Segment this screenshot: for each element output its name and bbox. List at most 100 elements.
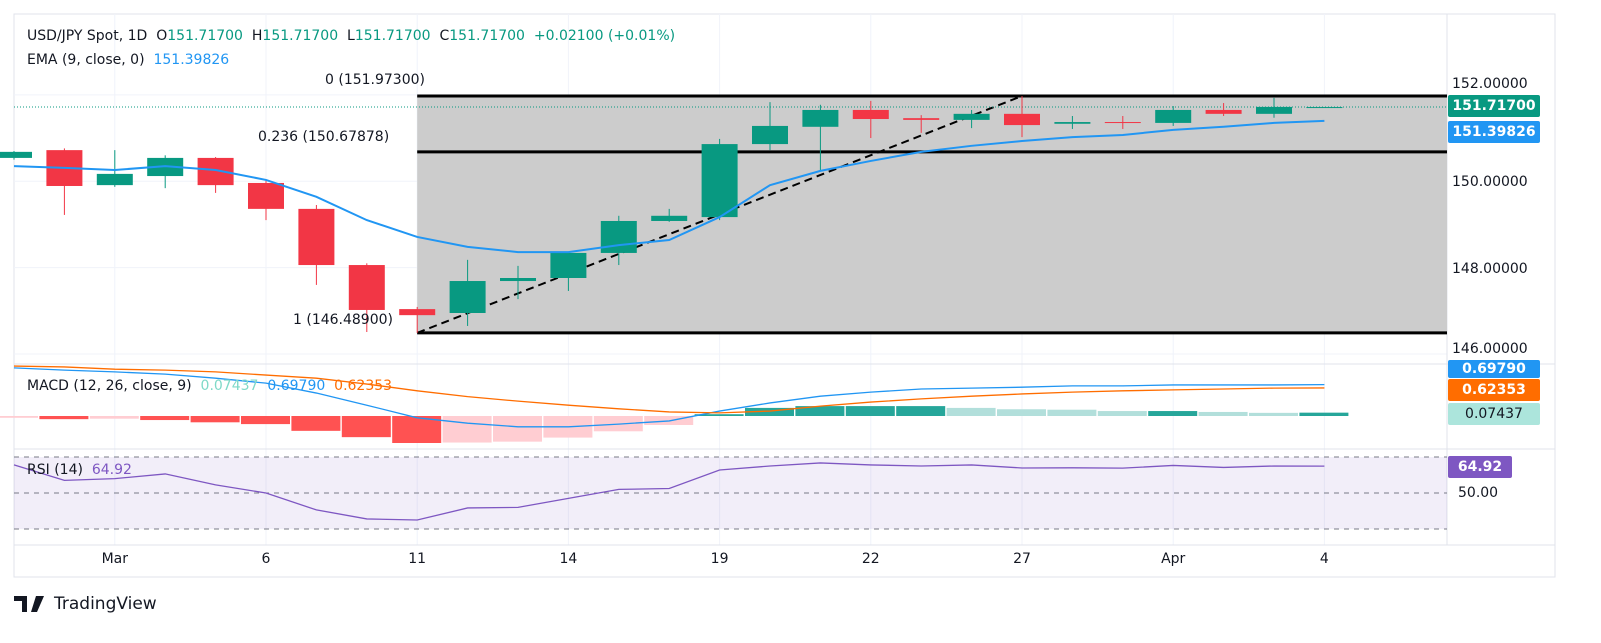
candle [147,155,184,189]
macd-histogram-bar [89,416,139,419]
candle-body [0,151,32,158]
candle-body [903,118,940,120]
candle-body [802,109,839,127]
candle [248,179,284,221]
candle-body [953,113,990,120]
candle-body [1205,109,1242,114]
macd-histogram-bar [1148,411,1198,416]
price-tick: 150.00000 [1452,174,1528,190]
macd-histogram-bar [1198,411,1248,416]
candle [550,252,587,291]
fib-zone [417,96,1448,333]
macd-value: 0.69790 [267,378,326,394]
candle-body [550,252,587,279]
candle-body [248,182,284,209]
ema-legend: EMA (9, close, 0) 151.39826 [27,52,230,68]
time-tick: 6 [261,551,271,567]
candle [1054,116,1091,129]
time-tick: 27 [1013,551,1031,567]
macd-histogram-bar [745,407,794,416]
candle [852,100,889,139]
hist-tag: 0.07437 [1448,403,1540,425]
macd-histogram-bar [1097,411,1147,416]
time-tick: 4 [1319,551,1329,567]
macd-histogram-bar [140,416,190,421]
candle [348,263,385,333]
signal-tag: 0.62353 [1448,379,1540,401]
macd-histogram-bar [190,416,240,423]
time-tick: 14 [559,551,578,567]
macd-histogram-bar [291,416,341,431]
time-tick: Apr [1161,551,1186,567]
candle [701,138,738,221]
price-tick: 146.00000 [1452,341,1528,357]
macd-histogram-bar [493,416,542,442]
time-tick: 11 [408,551,427,567]
macd-histogram-bar [442,416,492,443]
time-tick: 19 [710,551,729,567]
macd-histogram-bar [39,416,89,420]
tradingview-logo-icon [14,596,44,612]
high-value: 151.71700 [262,28,339,44]
rsi-tick-50: 50.00 [1458,485,1499,501]
macd-histogram-bar [392,416,442,443]
candle-body [701,144,738,218]
tradingview-logo[interactable]: TradingView [14,594,157,614]
candle [1004,96,1040,138]
candle-body [852,109,889,120]
candle [802,104,839,171]
candle-body [500,278,536,282]
candle-body [651,215,688,221]
macd-tag: 0.69790 [1448,360,1540,378]
candle-body [449,281,486,313]
candle [903,115,940,133]
macd-histogram-bar [896,406,946,416]
candle [1155,106,1192,126]
candle [46,148,83,215]
fib-label-0236: 0.236 (150.67878) [258,129,390,145]
fib-label-0: 0 (151.97300) [325,72,425,88]
candle [1306,107,1343,109]
macd-histogram-bar [241,416,290,425]
symbol-legend: USD/JPY Spot, 1D O151.71700 H151.71700 L… [27,28,676,44]
macd-histogram-bar [1249,412,1298,416]
candle-body [1306,107,1343,109]
macd-line [13,367,1325,428]
candle-body [298,208,335,266]
chart-border [13,13,1556,578]
symbol-title: USD/JPY Spot, 1D [27,28,148,44]
macd-histogram-bar [845,406,895,416]
macd-histogram-bar [946,407,996,416]
time-tick: Mar [101,551,129,567]
macd-histogram-bar [694,414,744,416]
candle-body [1104,122,1141,124]
macd-legend: MACD (12, 26, close, 9) 0.07437 0.69790 … [27,378,393,394]
low-value: 151.71700 [354,28,431,44]
rsi-line [13,462,1325,521]
candle-body [1155,109,1192,123]
macd-histogram-bar [1299,412,1349,416]
macd-histogram-bar [341,416,391,438]
time-tick: 22 [861,551,880,567]
close-value: 151.71700 [449,28,525,44]
rsi-value: 64.92 [91,462,132,478]
candle [96,150,133,187]
candle [651,208,688,222]
last-price-tag: 151.71700 [1448,95,1540,117]
candle [1205,103,1242,117]
candle [1104,116,1141,129]
ema-price-tag: 151.39826 [1448,121,1540,143]
candle-body [399,309,436,316]
candle [449,259,486,326]
candle [953,109,990,129]
candle [1256,97,1292,118]
candle [298,204,335,285]
candle [197,157,234,193]
macd-histogram-bar [795,406,845,416]
macd-hist-value: 0.07437 [200,378,259,394]
macd-signal-value: 0.62353 [334,378,393,394]
fib-label-1: 1 (146.48900) [293,312,393,328]
ema-value: 151.39826 [153,52,230,68]
